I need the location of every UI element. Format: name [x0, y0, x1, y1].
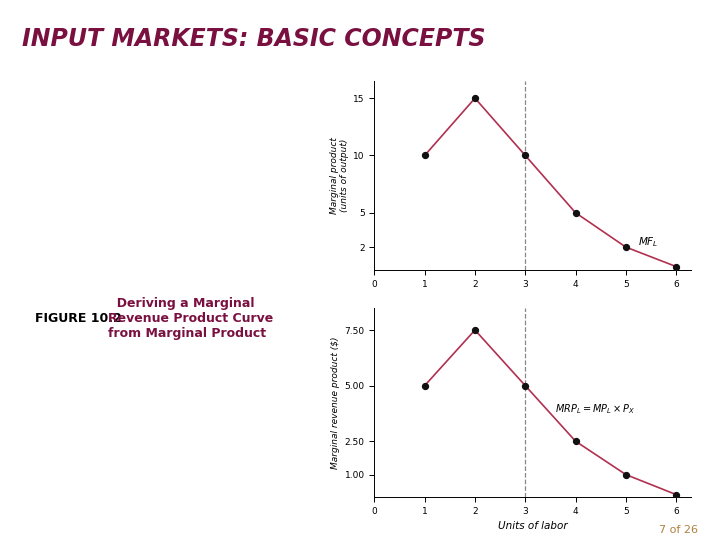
Text: Deriving a Marginal
Revenue Product Curve
from Marginal Product: Deriving a Marginal Revenue Product Curv…	[108, 297, 274, 340]
Point	[620, 243, 631, 252]
Text: $MF_L$: $MF_L$	[639, 235, 659, 248]
Text: $MRP_L = MP_L \times P_X$: $MRP_L = MP_L \times P_X$	[555, 402, 636, 416]
Point	[620, 470, 631, 479]
Point	[419, 151, 431, 160]
Point	[469, 326, 481, 334]
Point	[570, 437, 581, 445]
Text: 7 of 26: 7 of 26	[660, 524, 698, 535]
Point	[520, 381, 531, 390]
Point	[469, 94, 481, 103]
Text: FIGURE 10.2: FIGURE 10.2	[35, 312, 122, 325]
X-axis label: Units of labor: Units of labor	[498, 521, 567, 531]
Y-axis label: Marginal product
(units of output): Marginal product (units of output)	[330, 137, 349, 214]
Point	[520, 151, 531, 160]
Y-axis label: Marginal revenue product ($): Marginal revenue product ($)	[331, 336, 341, 469]
Text: INPUT MARKETS: BASIC CONCEPTS: INPUT MARKETS: BASIC CONCEPTS	[22, 26, 485, 51]
Point	[419, 381, 431, 390]
Point	[670, 490, 682, 499]
Point	[570, 208, 581, 217]
Point	[670, 262, 682, 271]
